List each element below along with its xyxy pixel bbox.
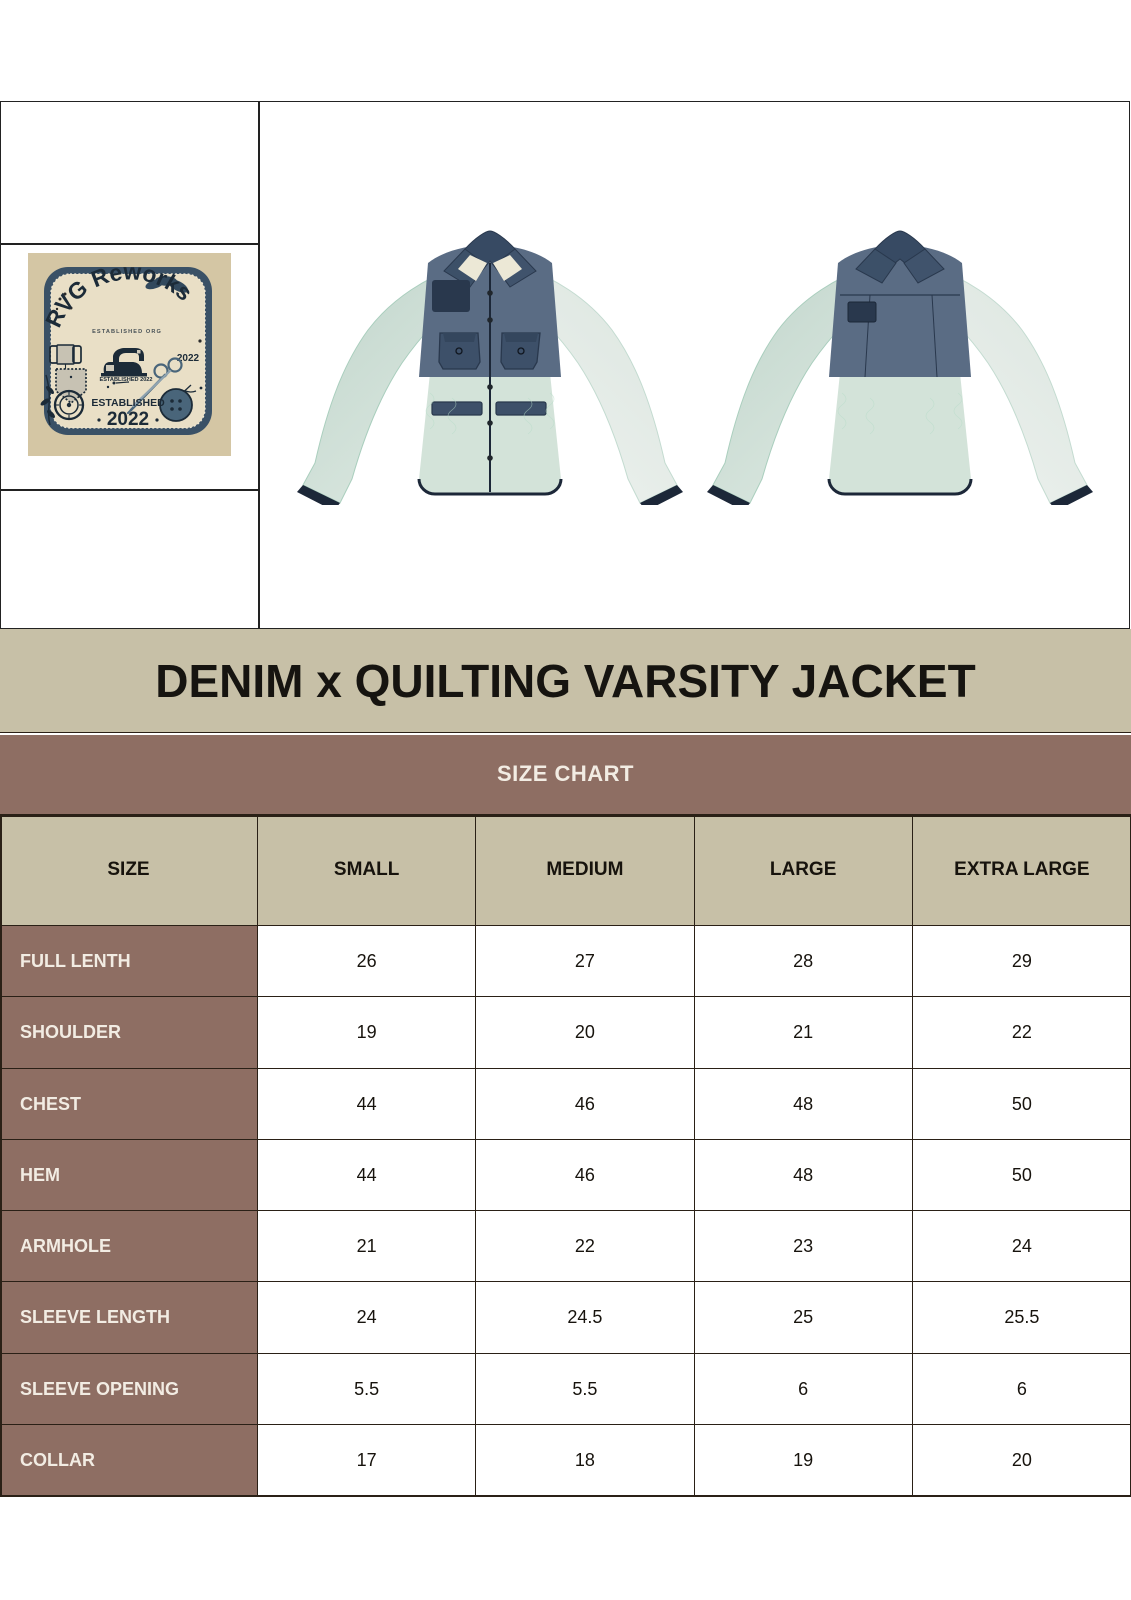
- svg-text:ESTABLISHED ORG: ESTABLISHED ORG: [92, 329, 162, 335]
- svg-text:2022: 2022: [107, 409, 149, 430]
- svg-text:ESTABLISHED: ESTABLISHED: [91, 397, 165, 409]
